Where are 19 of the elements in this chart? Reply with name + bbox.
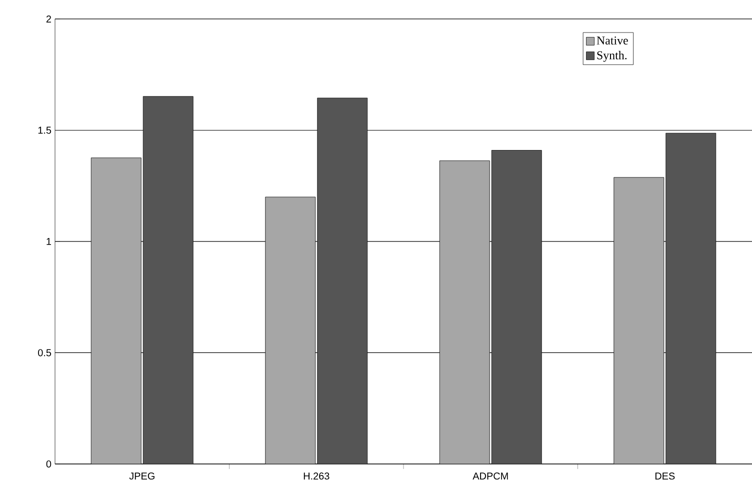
bar (142, 96, 194, 464)
bar (614, 177, 664, 464)
y-tick-label: 0.5 (38, 349, 52, 356)
x-tick-label: H.263 (304, 472, 330, 480)
x-tick-label: ADPCM (472, 472, 508, 480)
bar (666, 132, 716, 464)
bar (439, 160, 490, 464)
y-tick-label: 1 (46, 238, 52, 245)
bar (265, 196, 316, 464)
bar (90, 158, 142, 464)
legend-label: Synth. (597, 50, 627, 62)
bar (491, 150, 542, 464)
x-tick-label: DES (655, 472, 675, 480)
y-tick-label: 1.5 (38, 126, 52, 134)
y-tick-label: 2 (46, 16, 51, 22)
bar (317, 98, 368, 464)
x-tick-label: JPEG (129, 472, 154, 480)
legend-label: Native (596, 36, 628, 45)
y-tick-label: 0 (46, 460, 52, 468)
